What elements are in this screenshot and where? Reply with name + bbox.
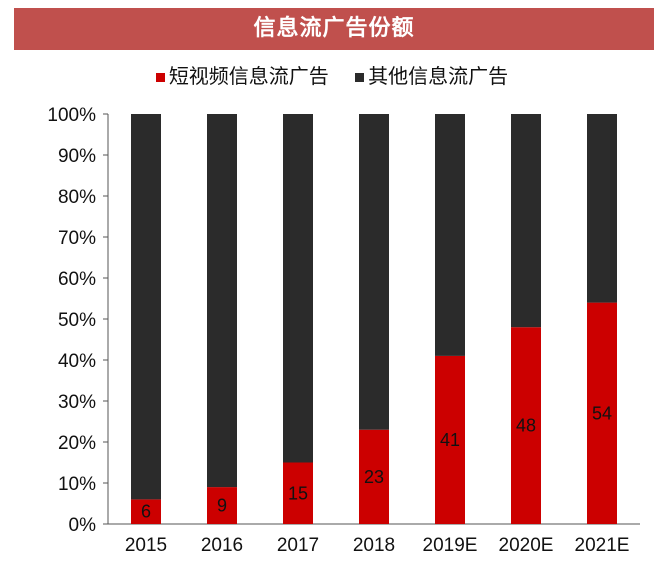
bar-short-video — [131, 499, 161, 524]
bar-other — [435, 114, 465, 356]
legend-label-other: 其他信息流广告 — [368, 64, 509, 88]
legend: 短视频信息流广告 其他信息流广告 — [0, 60, 664, 89]
bar-short-video — [511, 327, 541, 524]
bar-other — [131, 114, 161, 500]
x-tick-label: 2018 — [353, 535, 395, 556]
legend-label-short-video: 短视频信息流广告 — [168, 64, 329, 88]
y-tick-label: 30% — [58, 392, 96, 413]
y-tick-label: 40% — [58, 351, 96, 372]
x-tick-label: 2015 — [125, 535, 167, 556]
y-tick-label: 50% — [58, 310, 96, 331]
data-label: 54 — [592, 403, 612, 423]
data-label: 48 — [516, 416, 536, 436]
y-tick-label: 0% — [69, 515, 97, 536]
bar-other — [207, 114, 237, 488]
y-tick-label: 90% — [58, 146, 96, 167]
bar-short-video — [435, 355, 465, 524]
x-tick-label: 2021E — [575, 535, 630, 556]
data-label: 6 — [141, 502, 151, 522]
data-label: 9 — [217, 496, 227, 516]
data-label: 15 — [288, 483, 308, 503]
x-tick-label: 2020E — [499, 535, 554, 556]
legend-item-other: 其他信息流广告 — [355, 60, 508, 89]
bar-other — [359, 114, 389, 430]
y-tick-label: 60% — [58, 269, 96, 290]
bar-other — [587, 114, 617, 303]
bar-other — [283, 114, 313, 463]
bar-other — [511, 114, 541, 328]
y-tick-label: 100% — [47, 105, 96, 126]
chart-title: 信息流广告份额 — [14, 8, 654, 50]
bar-short-video — [359, 429, 389, 524]
x-tick-label: 2016 — [201, 535, 243, 556]
legend-swatch-short-video — [155, 73, 165, 82]
x-tick-label: 2017 — [277, 535, 319, 556]
legend-swatch-other — [355, 73, 365, 82]
data-label: 41 — [440, 430, 460, 450]
legend-item-short-video: 短视频信息流广告 — [155, 60, 329, 89]
y-tick-label: 10% — [58, 474, 96, 495]
y-tick-label: 80% — [58, 187, 96, 208]
bar-short-video — [207, 487, 237, 524]
data-label: 23 — [364, 467, 384, 487]
y-tick-label: 70% — [58, 228, 96, 249]
y-tick-label: 20% — [58, 433, 96, 454]
bar-short-video — [283, 462, 313, 524]
x-tick-label: 2019E — [423, 535, 478, 556]
bar-short-video — [587, 302, 617, 524]
